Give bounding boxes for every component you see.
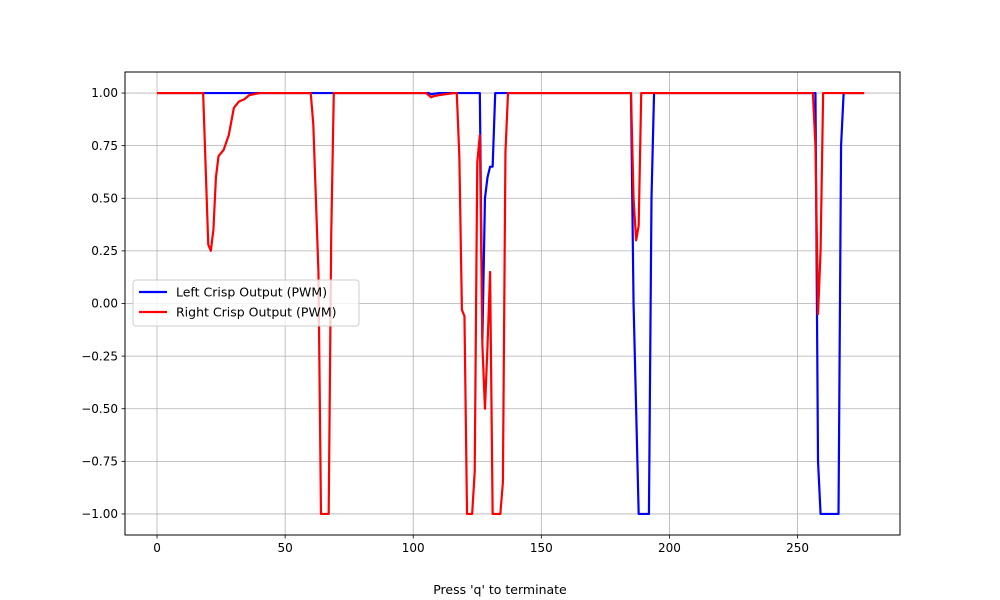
legend: Left Crisp Output (PWM) Right Crisp Outp… [132, 279, 360, 327]
y-tick-label: −0.50 [81, 402, 118, 416]
series-line-right-crisp-output [157, 91, 865, 516]
x-tick-label: 50 [277, 541, 292, 555]
y-tick-label: −1.00 [81, 507, 118, 521]
y-tick-label: −0.75 [81, 455, 118, 469]
footer-instruction: Press 'q' to terminate [433, 582, 567, 597]
legend-label-left: Left Crisp Output (PWM) [176, 285, 327, 300]
plot-series [157, 91, 865, 516]
x-axis: 0 50 100 150 200 250 [153, 535, 809, 555]
legend-label-right: Right Crisp Output (PWM) [176, 305, 336, 320]
series-line-left-crisp-output [157, 91, 865, 516]
y-tick-label: 0.50 [91, 191, 118, 205]
x-tick-label: 200 [658, 541, 681, 555]
y-tick-label: 0.75 [91, 139, 118, 153]
y-tick-label: −0.25 [81, 349, 118, 363]
legend-box [132, 279, 360, 327]
x-tick-label: 250 [786, 541, 809, 555]
y-tick-label: 0.00 [91, 297, 118, 311]
y-axis: −1.00 −0.75 −0.50 −0.25 0.00 0.25 0.50 0.75 1.00 [81, 86, 125, 521]
y-tick-label: 1.00 [91, 86, 118, 100]
x-tick-label: 100 [402, 541, 425, 555]
y-tick-label: 0.25 [91, 244, 118, 258]
x-tick-label: 150 [530, 541, 553, 555]
x-tick-label: 0 [153, 541, 161, 555]
